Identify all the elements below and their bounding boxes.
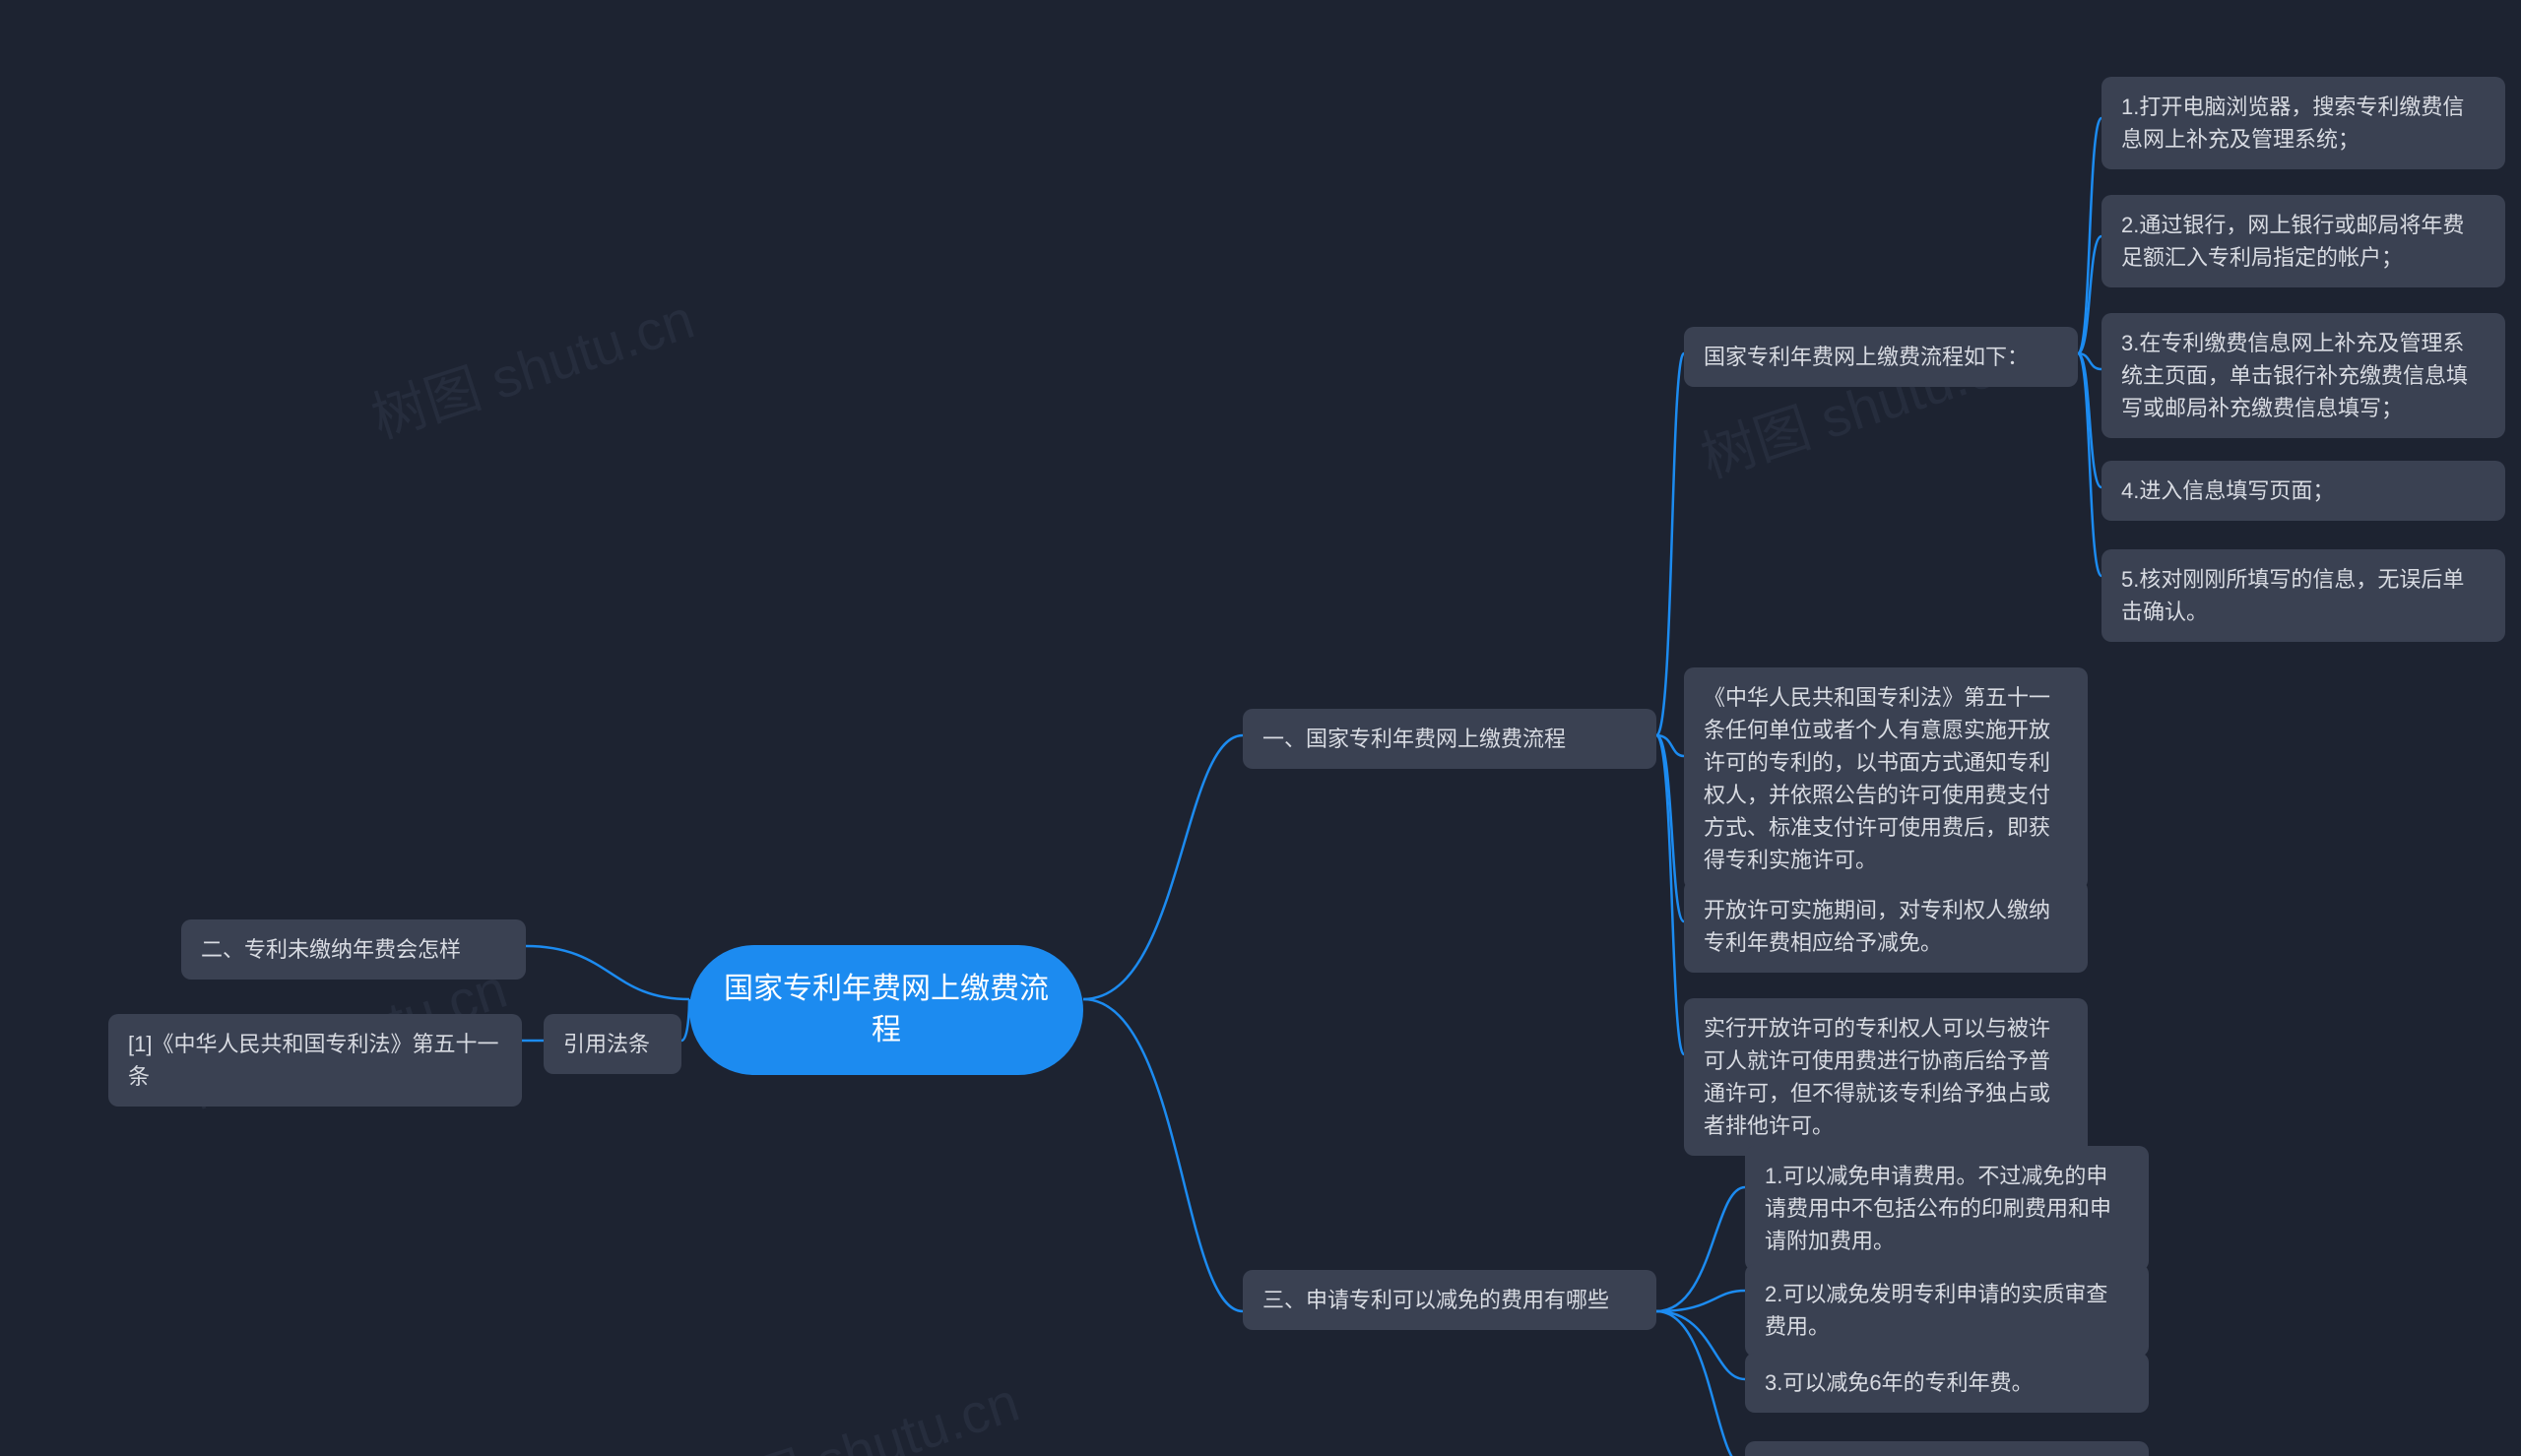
branch-1-step-4[interactable]: 4.进入信息填写页面；	[2101, 461, 2505, 521]
branch-2-item-1[interactable]: 1.可以减免申请费用。不过减免的申请费用中不包括公布的印刷费用和申请附加费用。	[1745, 1146, 2149, 1271]
branch-1[interactable]: 一、国家专利年费网上缴费流程	[1243, 709, 1656, 769]
branch-1-note-3[interactable]: 实行开放许可的专利权人可以与被许可人就许可使用费进行协商后给予普通许可，但不得就…	[1684, 998, 2088, 1156]
branch-left-1[interactable]: 二、专利未缴纳年费会怎样	[181, 919, 526, 980]
branch-2[interactable]: 三、申请专利可以减免的费用有哪些	[1243, 1270, 1656, 1330]
mindmap-canvas: 树图 shutu.cn 树图 shutu.cn 树图 shutu.cn 树图 s…	[0, 0, 2521, 1456]
branch-1-step-3[interactable]: 3.在专利缴费信息网上补充及管理系统主页面，单击银行补充缴费信息填写或邮局补充缴…	[2101, 313, 2505, 438]
root-node[interactable]: 国家专利年费网上缴费流程	[689, 945, 1083, 1075]
branch-2-item-3[interactable]: 3.可以减免6年的专利年费。	[1745, 1353, 2149, 1413]
watermark: 树图 shutu.cn	[685, 1359, 1028, 1456]
branch-left-2[interactable]: 引用法条	[544, 1014, 681, 1074]
branch-2-item-2[interactable]: 2.可以减免发明专利申请的实质审查费用。	[1745, 1264, 2149, 1357]
branch-1-header[interactable]: 国家专利年费网上缴费流程如下：	[1684, 327, 2078, 387]
branch-2-item-4[interactable]: 4.可以减免专利申请的复审费用。	[1745, 1441, 2149, 1456]
branch-1-step-2[interactable]: 2.通过银行，网上银行或邮局将年费足额汇入专利局指定的帐户；	[2101, 195, 2505, 287]
branch-1-step-5[interactable]: 5.核对刚刚所填写的信息，无误后单击确认。	[2101, 549, 2505, 642]
branch-1-note-2[interactable]: 开放许可实施期间，对专利权人缴纳专利年费相应给予减免。	[1684, 880, 2088, 973]
branch-1-step-1[interactable]: 1.打开电脑浏览器，搜索专利缴费信息网上补充及管理系统；	[2101, 77, 2505, 169]
branch-left-2-citation[interactable]: [1]《中华人民共和国专利法》第五十一条	[108, 1014, 522, 1107]
watermark: 树图 shutu.cn	[360, 276, 703, 455]
branch-1-note-1[interactable]: 《中华人民共和国专利法》第五十一条任何单位或者个人有意愿实施开放许可的专利的，以…	[1684, 667, 2088, 890]
